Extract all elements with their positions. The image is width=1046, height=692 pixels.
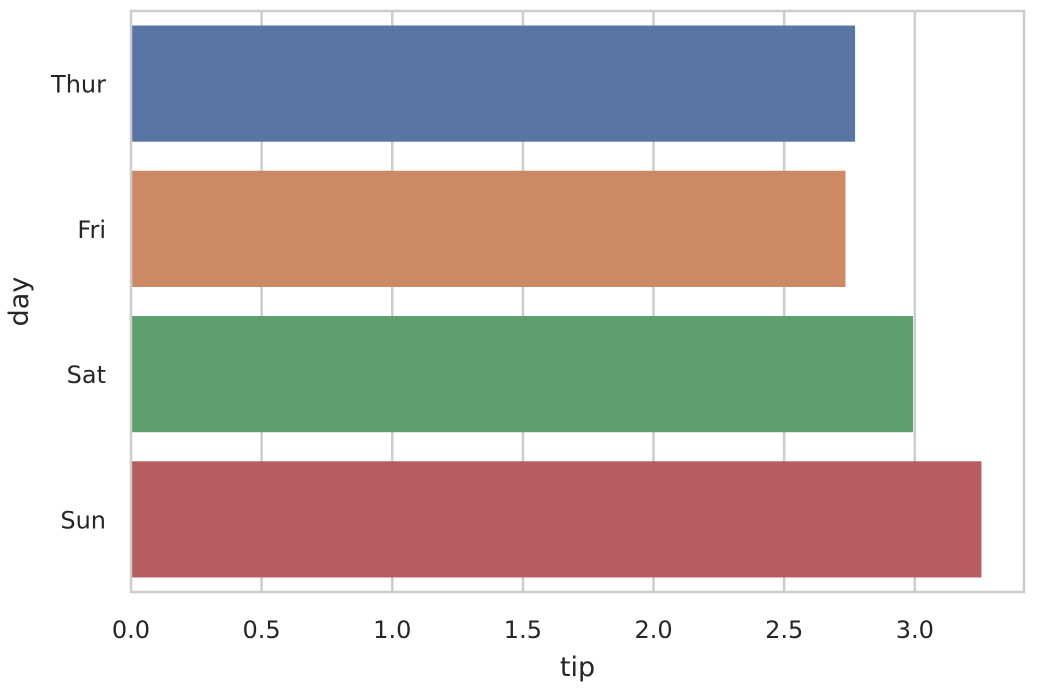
y-axis-label: day [4,277,35,327]
x-tick-label: 1.0 [373,616,411,644]
x-tick-label: 2.0 [634,616,672,644]
y-tick-label: Thur [50,71,106,99]
x-tick-label: 3.0 [896,616,934,644]
x-tick-label: 1.5 [504,616,542,644]
bar-fri [131,170,846,287]
y-tick-label: Sun [60,506,106,534]
bar-sat [131,316,913,433]
y-tick-labels: Thur Fri Sat Sun [50,71,106,535]
bar-sun [131,461,982,578]
x-tick-label: 2.5 [765,616,803,644]
x-axis-label: tip [560,652,595,683]
x-tick-label: 0.0 [112,616,150,644]
y-tick-label: Fri [77,216,106,244]
x-tick-label: 0.5 [243,616,281,644]
bar-thur [131,25,856,142]
y-tick-label: Sat [67,361,106,389]
x-tick-labels: 0.0 0.5 1.0 1.5 2.0 2.5 3.0 [112,616,934,644]
plot-frame [129,9,1026,594]
bars [131,25,982,578]
